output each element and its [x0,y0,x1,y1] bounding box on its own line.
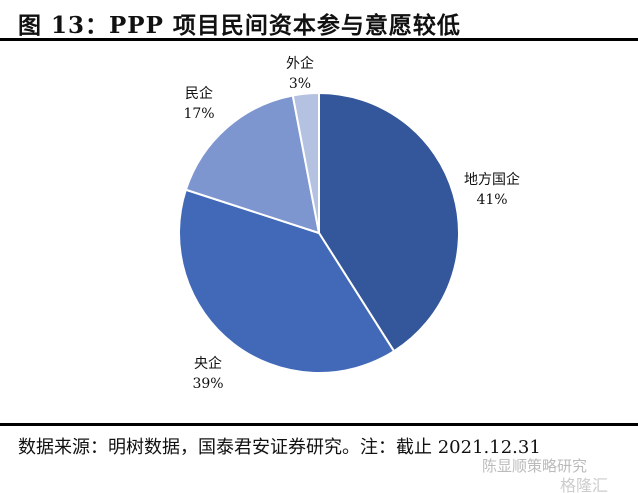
pie-slice-1 [178,188,396,374]
pie-slice-2 [184,94,321,235]
slice-value-label: 41% [476,192,507,208]
slice-category-label: 民企 [185,85,213,102]
slice-value-label: 17% [183,106,214,122]
slice-category-label: 外企 [286,55,314,72]
slice-value-label: 3% [289,76,311,92]
pie-slice-3 [291,91,320,234]
source-rule [0,423,638,426]
slice-value-label: 39% [192,376,223,392]
slice-category-label: 地方国企 [464,171,520,188]
title-rule [0,38,638,41]
figure-title: 图 13：PPP 项目民间资本参与意愿较低 [18,12,461,39]
source-note: 数据来源：明树数据，国泰君安证券研究。注：截止 2021.12.31 [18,437,541,458]
watermark-account: 陈显顺策略研究 [482,457,588,475]
slice-category-label: 央企 [194,355,222,372]
watermark-brand: 格隆汇 [560,476,609,493]
